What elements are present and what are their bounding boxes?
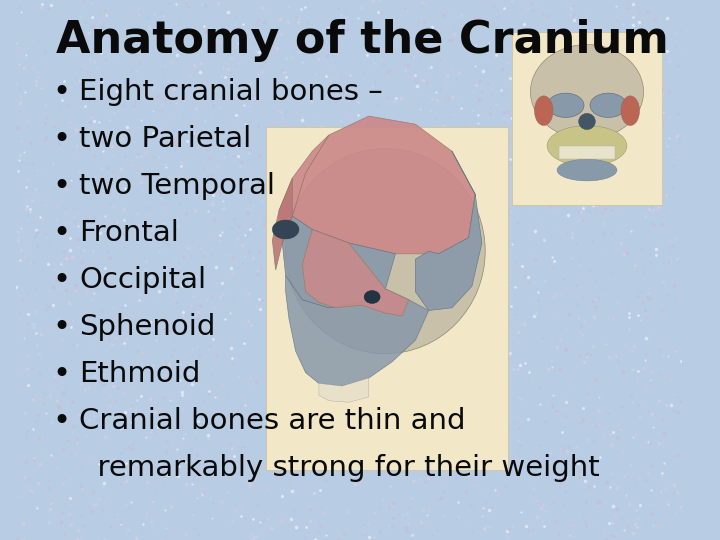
Polygon shape: [279, 135, 329, 243]
Ellipse shape: [531, 44, 644, 139]
Text: two Temporal: two Temporal: [79, 172, 276, 200]
Text: two Parietal: two Parietal: [79, 125, 252, 153]
Ellipse shape: [547, 93, 584, 118]
Ellipse shape: [579, 113, 595, 130]
Ellipse shape: [547, 126, 627, 166]
Polygon shape: [272, 178, 292, 270]
Text: •: •: [53, 313, 71, 342]
Text: •: •: [53, 266, 71, 295]
Ellipse shape: [557, 159, 617, 181]
FancyBboxPatch shape: [266, 127, 508, 470]
Text: Eight cranial bones –: Eight cranial bones –: [79, 78, 383, 106]
Ellipse shape: [272, 220, 299, 239]
Text: Cranial bones are thin and: Cranial bones are thin and: [79, 407, 466, 435]
Polygon shape: [286, 275, 428, 386]
Ellipse shape: [286, 148, 485, 354]
Ellipse shape: [534, 96, 553, 126]
Text: •: •: [53, 360, 71, 389]
Text: remarkably strong for their weight: remarkably strong for their weight: [79, 454, 600, 482]
Circle shape: [364, 291, 380, 303]
FancyBboxPatch shape: [559, 146, 615, 159]
Text: Sphenoid: Sphenoid: [79, 313, 216, 341]
Polygon shape: [415, 151, 482, 310]
Polygon shape: [282, 216, 395, 308]
Text: Anatomy of the Cranium: Anatomy of the Cranium: [55, 19, 668, 62]
Text: •: •: [53, 219, 71, 248]
Text: •: •: [53, 78, 71, 107]
Polygon shape: [319, 378, 369, 402]
Text: •: •: [53, 125, 71, 154]
Text: Ethmoid: Ethmoid: [79, 360, 201, 388]
FancyBboxPatch shape: [512, 32, 662, 205]
Ellipse shape: [621, 96, 639, 126]
Text: Frontal: Frontal: [79, 219, 179, 247]
Text: Occipital: Occipital: [79, 266, 207, 294]
Text: •: •: [53, 172, 71, 201]
Polygon shape: [302, 230, 409, 316]
Polygon shape: [292, 116, 475, 254]
Text: •: •: [53, 407, 71, 436]
Ellipse shape: [590, 93, 626, 118]
